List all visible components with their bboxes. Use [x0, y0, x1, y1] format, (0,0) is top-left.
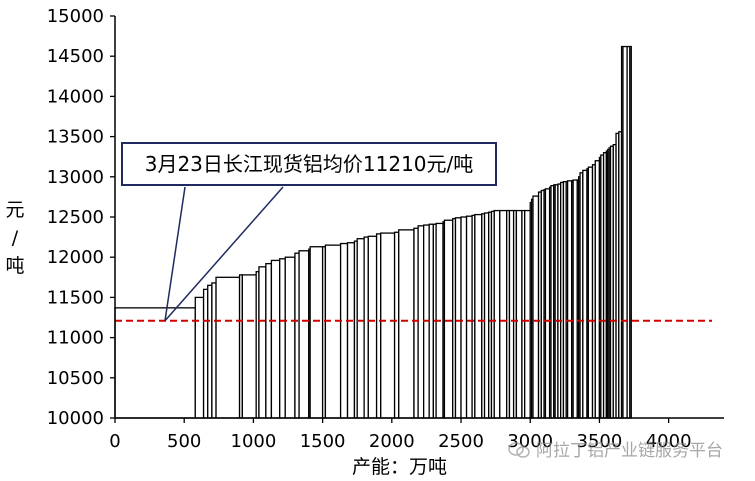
- y-tick-label: 15000: [47, 6, 104, 27]
- bar: [532, 195, 540, 419]
- bar: [524, 209, 531, 419]
- bar: [443, 219, 454, 419]
- y-tick-label: 11500: [47, 287, 104, 308]
- y-tick-label: 12000: [47, 247, 104, 268]
- bar: [346, 242, 356, 419]
- bar: [241, 274, 257, 419]
- x-tick-label: 2500: [438, 431, 484, 452]
- y-axis-title-char: /: [11, 227, 19, 249]
- bar: [499, 209, 508, 419]
- bar: [284, 256, 296, 419]
- bar: [324, 244, 342, 419]
- callout-leaders: [164, 186, 284, 322]
- y-tick-label: 10500: [47, 368, 104, 389]
- y-axis-title: 元 / 吨: [4, 196, 26, 280]
- bar: [215, 276, 241, 419]
- bar: [474, 213, 483, 419]
- x-tick-label: 500: [167, 431, 201, 452]
- bar: [629, 45, 632, 419]
- x-tick-label: 1500: [300, 431, 346, 452]
- bar: [454, 217, 462, 419]
- y-tick-label: 14500: [47, 46, 104, 67]
- bar: [298, 250, 310, 419]
- y-tick-label: 13000: [47, 167, 104, 188]
- y-axis-title-char: 吨: [5, 255, 25, 277]
- bar: [460, 216, 468, 419]
- bar: [258, 266, 267, 419]
- x-tick-label: 1000: [231, 431, 277, 452]
- bar: [493, 209, 501, 419]
- tick-labels: 1000010500110001150012000125001300013500…: [47, 6, 692, 452]
- x-tick-label: 3000: [507, 431, 553, 452]
- y-tick-label: 14000: [47, 86, 104, 107]
- bar: [114, 307, 196, 419]
- bar: [279, 258, 286, 419]
- y-tick-label: 10000: [47, 408, 104, 429]
- bar: [356, 238, 365, 419]
- bar: [270, 259, 281, 419]
- x-tick-label: 3500: [577, 431, 623, 452]
- bar: [515, 209, 523, 419]
- x-tick-label: 4000: [646, 431, 692, 452]
- bar: [265, 262, 273, 419]
- y-tick-label: 12500: [47, 207, 104, 228]
- axes-group: [110, 15, 724, 423]
- bar: [417, 225, 425, 419]
- price-annotation: 3月23日长江现货铝均价11210元/吨: [121, 142, 497, 186]
- wechat-icon: [508, 442, 530, 458]
- bar: [194, 296, 205, 419]
- callout-leader-line: [164, 186, 284, 322]
- bar: [465, 215, 473, 419]
- bars-group: [114, 45, 632, 419]
- x-tick-label: 0: [109, 431, 120, 452]
- bar: [309, 246, 324, 419]
- bar: [367, 235, 378, 419]
- callout-leader-line: [164, 186, 186, 321]
- y-tick-label: 11000: [47, 328, 104, 349]
- y-axis-title-char: 元: [5, 199, 25, 221]
- bar: [339, 242, 349, 419]
- y-tick-label: 13500: [47, 127, 104, 148]
- bar: [380, 232, 396, 419]
- watermark: 阿拉丁铝产业链服务平台: [508, 436, 723, 461]
- bar: [398, 229, 415, 419]
- x-axis-title: 产能：万吨: [352, 456, 448, 478]
- x-tick-label: 2000: [369, 431, 415, 452]
